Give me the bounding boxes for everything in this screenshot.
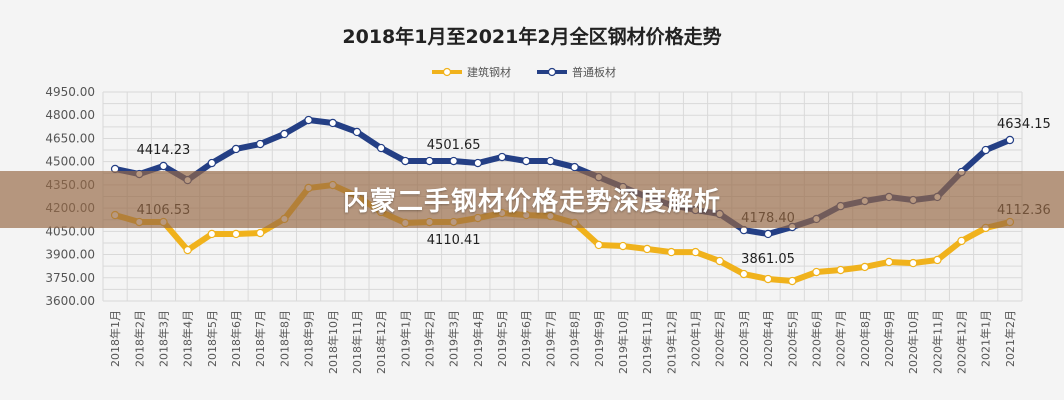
data-point [1005, 135, 1015, 145]
x-tick-label: 2018年2月 [132, 310, 146, 367]
data-point [280, 129, 289, 139]
x-tick-label: 2020年11月 [930, 310, 944, 374]
data-point [594, 240, 603, 250]
data-point [207, 158, 217, 168]
legend-marker [442, 67, 452, 77]
data-point [812, 267, 821, 277]
data-point [304, 115, 313, 125]
data-point [618, 241, 628, 251]
data-point [788, 276, 797, 286]
x-tick-label: 2019年8月 [568, 310, 582, 367]
data-point [328, 118, 337, 128]
y-tick-label: 3900.00 [45, 248, 95, 262]
data-point [255, 228, 265, 238]
y-tick-label: 4500.00 [45, 155, 95, 169]
y-tick-label: 4650.00 [45, 131, 95, 145]
data-point [473, 158, 483, 168]
x-tick-label: 2018年10月 [326, 310, 340, 374]
data-point [401, 156, 410, 166]
data-point [836, 265, 845, 275]
data-label: 4414.23 [137, 143, 191, 158]
x-tick-label: 2019年11月 [640, 310, 654, 374]
data-point [763, 229, 773, 239]
data-point [231, 144, 241, 154]
x-tick-label: 2020年10月 [906, 310, 920, 374]
x-tick-label: 2018年6月 [229, 310, 243, 367]
data-point [739, 269, 749, 279]
x-tick-label: 2018年5月 [205, 310, 219, 367]
data-point [425, 156, 434, 166]
y-tick-label: 3750.00 [45, 271, 95, 285]
data-point [522, 156, 531, 166]
x-tick-label: 2020年5月 [785, 310, 799, 367]
x-tick-label: 2020年3月 [737, 310, 751, 367]
x-tick-label: 2019年1月 [398, 310, 412, 367]
data-point [957, 236, 966, 246]
x-tick-label: 2020年1月 [689, 310, 703, 367]
data-point [908, 258, 918, 268]
data-point [159, 161, 168, 171]
chart-title: 2018年1月至2021年2月全区钢材价格走势 [342, 26, 722, 48]
data-point [352, 127, 362, 137]
y-tick-label: 3600.00 [45, 294, 95, 308]
data-point [570, 162, 579, 172]
x-tick-label: 2018年4月 [181, 310, 195, 367]
x-tick-label: 2018年7月 [253, 310, 267, 367]
data-point [255, 139, 265, 149]
data-point [207, 229, 217, 239]
y-tick-label: 4950.00 [45, 85, 95, 99]
data-point [642, 244, 652, 254]
legend-marker [547, 67, 557, 77]
legend-label: 建筑钢材 [467, 65, 511, 79]
data-point [231, 229, 241, 239]
data-point [667, 247, 676, 257]
x-tick-label: 2019年10月 [616, 310, 630, 374]
y-tick-label: 4800.00 [45, 108, 95, 122]
data-label: 4110.41 [427, 233, 481, 248]
data-point [981, 145, 990, 155]
data-label: 3861.05 [741, 252, 795, 267]
data-point [546, 156, 555, 166]
legend-label: 普通板材 [572, 65, 616, 79]
x-tick-label: 2019年6月 [519, 310, 533, 367]
x-tick-label: 2019年5月 [495, 310, 509, 367]
x-tick-label: 2020年7月 [834, 310, 848, 367]
x-tick-label: 2020年6月 [809, 310, 823, 367]
data-point [449, 156, 458, 166]
x-tick-label: 2018年8月 [277, 310, 291, 367]
x-tick-label: 2020年2月 [713, 310, 727, 367]
data-point [497, 152, 507, 162]
data-point [183, 245, 192, 255]
data-point [884, 257, 894, 267]
data-point [763, 274, 773, 284]
x-tick-label: 2020年12月 [955, 310, 969, 374]
x-tick-label: 2020年9月 [882, 310, 896, 367]
x-tick-label: 2019年3月 [447, 310, 461, 367]
data-label: 4501.65 [427, 138, 481, 153]
data-point [860, 262, 870, 272]
data-label: 4634.15 [997, 117, 1051, 132]
x-tick-label: 2019年7月 [543, 310, 557, 367]
overlay-banner: 内蒙二手钢材价格走势深度解析 [0, 171, 1064, 228]
x-tick-label: 2021年1月 [979, 310, 993, 367]
banner-title: 内蒙二手钢材价格走势深度解析 [342, 187, 721, 217]
x-tick-label: 2019年2月 [422, 310, 436, 367]
data-point [376, 143, 386, 153]
x-tick-label: 2018年12月 [374, 310, 388, 374]
x-tick-label: 2019年9月 [592, 310, 606, 367]
x-tick-label: 2019年12月 [664, 310, 678, 374]
data-point [715, 256, 724, 266]
x-tick-label: 2018年11月 [350, 310, 364, 374]
x-tick-label: 2020年8月 [858, 310, 872, 367]
x-tick-label: 2021年2月 [1003, 310, 1017, 367]
x-tick-label: 2018年3月 [156, 310, 170, 367]
data-point [691, 247, 700, 257]
x-tick-label: 2018年9月 [302, 310, 316, 367]
data-point [933, 255, 942, 265]
x-tick-label: 2018年1月 [108, 310, 122, 367]
x-tick-label: 2019年4月 [471, 310, 485, 367]
x-tick-label: 2020年4月 [761, 310, 775, 367]
